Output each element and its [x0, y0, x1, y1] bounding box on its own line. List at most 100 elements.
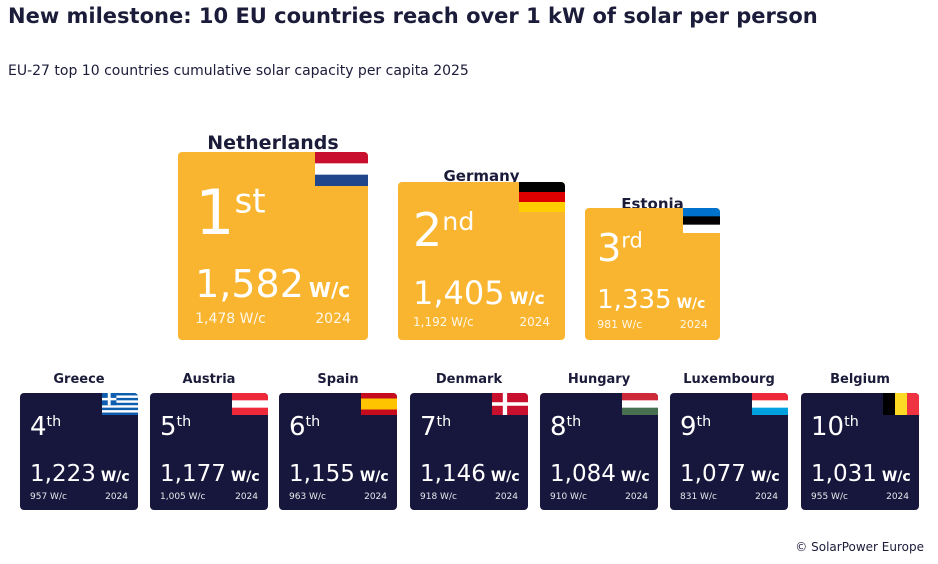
flag	[883, 393, 919, 415]
flag	[622, 393, 658, 415]
flag-part	[519, 182, 565, 193]
rank-suffix: th	[566, 413, 582, 430]
rank: 2nd	[413, 207, 474, 253]
previous-value: 1,192 W/c	[413, 314, 474, 329]
previous-year: 2024	[364, 491, 387, 502]
flag-part	[315, 163, 368, 176]
flag-part	[622, 400, 658, 409]
unit: W/c	[308, 277, 351, 302]
country-name: Greece	[53, 372, 105, 387]
value-line: 1,155 W/c	[289, 463, 389, 486]
previous-year: 2024	[235, 491, 258, 502]
rank-suffix: th	[176, 413, 192, 430]
unit: W/c	[620, 469, 650, 486]
flag-part	[102, 402, 138, 406]
previous-year: 2024	[886, 491, 909, 502]
flag-part	[232, 393, 268, 401]
rank-number: 7	[420, 412, 437, 443]
rank: 7th	[420, 414, 451, 440]
value-line: 1,223 W/c	[30, 463, 130, 486]
flag-part	[102, 397, 138, 401]
flag	[752, 393, 788, 415]
flag	[102, 393, 138, 415]
country-card: 8th 1,084 W/c 910 W/c 2024	[540, 393, 658, 510]
flag-part	[752, 407, 788, 415]
rank: 10th	[811, 414, 859, 440]
flag-part	[683, 224, 720, 233]
flag-part	[622, 393, 658, 401]
rank-number: 10	[811, 412, 845, 443]
flag-part	[102, 412, 138, 415]
rank: 4th	[30, 414, 61, 440]
previous-year: 2024	[679, 317, 708, 331]
rank-number: 2	[413, 203, 443, 258]
previous-value: 981 W/c	[597, 317, 643, 331]
country-name: Luxembourg	[683, 372, 775, 387]
unit: W/c	[100, 469, 130, 486]
previous-year: 2024	[495, 491, 518, 502]
country-name: Austria	[182, 372, 236, 387]
flag	[361, 393, 397, 415]
rank-number: 8	[550, 412, 567, 443]
flag-part	[232, 400, 268, 409]
value-line: 1,077 W/c	[680, 463, 780, 486]
country-card: 2nd 1,405 W/c 1,192 W/c 2024	[398, 182, 565, 340]
flag-part	[102, 400, 138, 404]
previous-value: 910 W/c	[550, 491, 587, 502]
value-line: 1,582 W/c	[195, 265, 350, 303]
unit: W/c	[359, 469, 389, 486]
country-name: Netherlands	[207, 131, 339, 154]
flag-part	[907, 393, 919, 415]
rank-number: 6	[289, 412, 306, 443]
flag-part	[752, 393, 788, 401]
flag-part	[519, 202, 565, 212]
rank-suffix: rd	[621, 228, 643, 253]
country-name: Belgium	[830, 372, 890, 387]
value: 1,084	[550, 461, 616, 488]
country-name: Spain	[317, 372, 359, 387]
country-card: 10th 1,031 W/c 955 W/c 2024	[801, 393, 919, 510]
value: 1,405	[413, 273, 505, 312]
country-name: Germany	[443, 166, 520, 185]
title: New milestone: 10 EU countries reach ove…	[8, 4, 818, 28]
rank-suffix: th	[844, 413, 859, 430]
flag-part	[102, 407, 138, 411]
rank-number: 4	[30, 412, 47, 443]
flag-part	[361, 393, 397, 399]
flag	[492, 393, 528, 415]
rank: 6th	[289, 414, 320, 440]
value: 1,031	[811, 461, 877, 488]
rank: 8th	[550, 414, 581, 440]
rank: 5th	[160, 414, 191, 440]
rank-number: 1	[195, 176, 235, 250]
value: 1,223	[30, 461, 96, 488]
rank: 1st	[195, 182, 266, 244]
source: © SolarPower Europe	[795, 540, 924, 554]
flag-part	[102, 397, 117, 401]
flag	[519, 182, 565, 212]
previous-value: 918 W/c	[420, 491, 457, 502]
flag-part	[102, 393, 138, 396]
flag-part	[315, 174, 368, 186]
flag-part	[683, 208, 720, 217]
subtitle: EU-27 top 10 countries cumulative solar …	[8, 63, 469, 79]
flag-part	[361, 409, 397, 415]
country-card: 3rd 1,335 W/c 981 W/c 2024	[585, 208, 720, 340]
flag-part	[102, 405, 138, 408]
flag	[315, 152, 368, 186]
flag	[683, 208, 720, 233]
value: 1,155	[289, 461, 355, 488]
previous-year: 2024	[755, 491, 778, 502]
previous-value: 831 W/c	[680, 491, 717, 502]
rank-suffix: th	[305, 413, 321, 430]
country-card: 1st 1,582 W/c 1,478 W/c 2024	[178, 152, 368, 340]
previous-value: 1,478 W/c	[195, 310, 266, 327]
country-card: 5th 1,177 W/c 1,005 W/c 2024	[150, 393, 268, 510]
rank-suffix: nd	[442, 207, 475, 237]
value-line: 1,084 W/c	[550, 463, 650, 486]
rank-suffix: th	[436, 413, 452, 430]
flag-part	[683, 216, 720, 226]
rank-number: 9	[680, 412, 697, 443]
previous-year: 2024	[519, 314, 550, 329]
